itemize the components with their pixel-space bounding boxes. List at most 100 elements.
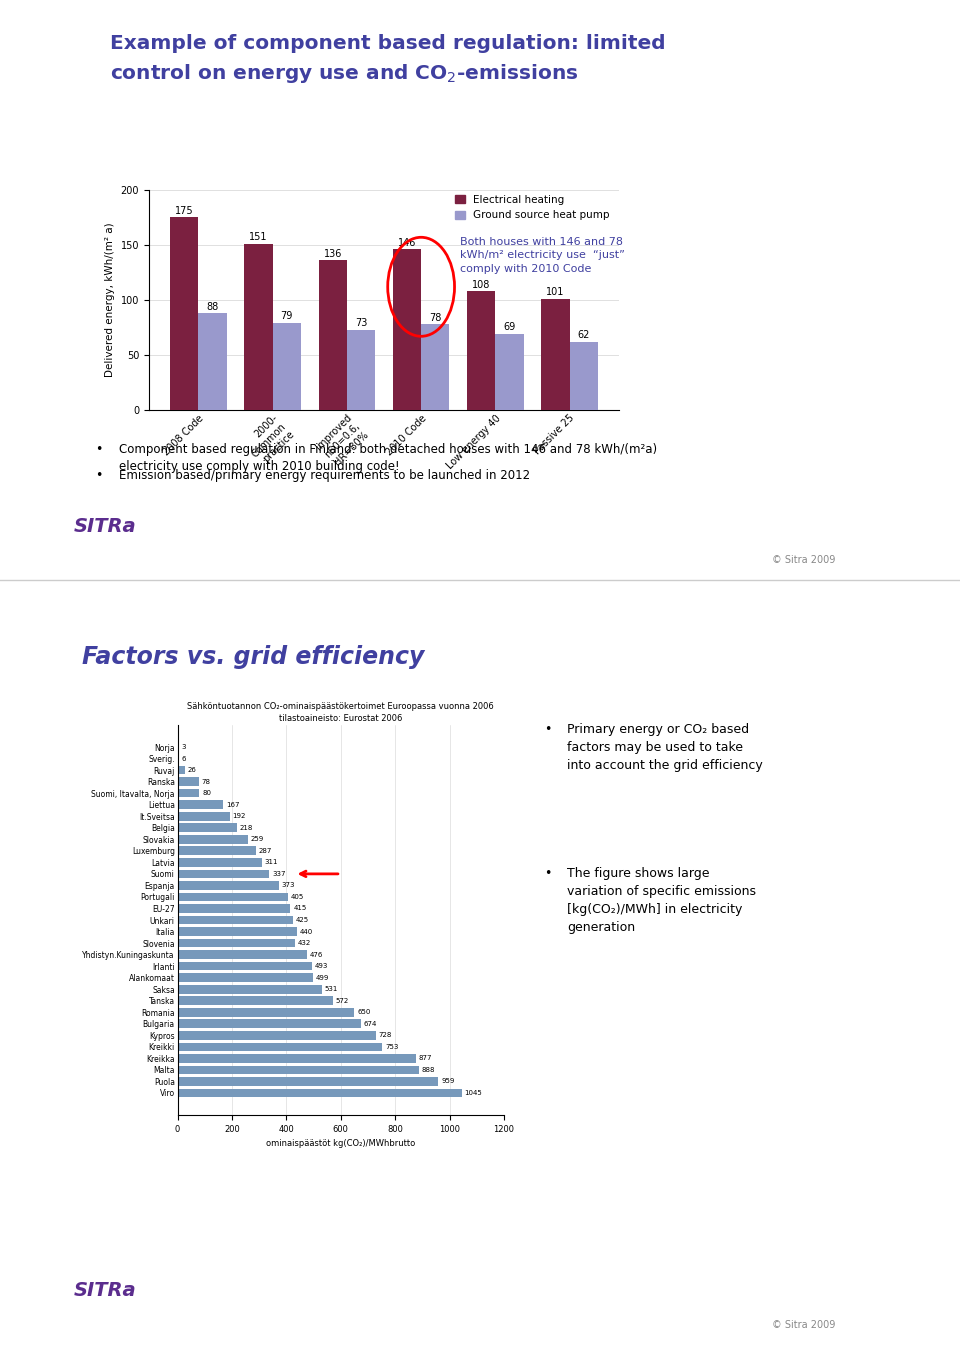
Bar [178,1043,382,1051]
Text: 499: 499 [316,975,329,980]
X-axis label: ominaispäästöt kg(CO₂)/MWhbrutto: ominaispäästöt kg(CO₂)/MWhbrutto [266,1139,416,1148]
Bar [178,893,288,901]
Text: 650: 650 [357,1009,371,1016]
Text: 287: 287 [258,848,272,854]
Text: 753: 753 [385,1044,398,1050]
Text: 79: 79 [280,312,293,321]
Text: 415: 415 [293,905,306,912]
Bar [178,1077,439,1085]
Bar [178,766,184,775]
Bar [178,997,333,1005]
Text: 572: 572 [336,998,349,1003]
Bar [53,1270,218,1310]
Text: 531: 531 [324,986,338,992]
Text: •: • [544,723,552,737]
Y-axis label: Delivered energy, kWh/(m² a): Delivered energy, kWh/(m² a) [105,223,115,377]
Bar [178,1088,462,1098]
Text: 78: 78 [202,779,210,785]
Bar [178,1065,420,1074]
Text: 425: 425 [296,917,309,923]
Bar [178,858,262,867]
Text: 337: 337 [272,871,285,876]
Text: 62: 62 [578,331,589,340]
Text: 888: 888 [421,1066,435,1073]
Text: 151: 151 [250,232,268,242]
Text: 6: 6 [182,756,186,761]
Bar [178,973,313,982]
Bar [541,299,569,410]
Bar [178,812,229,820]
Text: 728: 728 [378,1032,392,1039]
Text: SITRa: SITRa [74,1281,136,1300]
Text: 373: 373 [282,883,296,889]
Text: SITRa: SITRa [74,517,136,536]
Bar [178,950,307,958]
Bar [178,962,312,971]
Bar [421,324,449,410]
Text: 959: 959 [442,1079,454,1084]
Bar [347,329,375,410]
Text: 73: 73 [355,319,367,328]
Text: 218: 218 [240,824,253,831]
Text: 136: 136 [324,249,342,258]
Bar [178,916,293,924]
Text: 259: 259 [251,837,264,842]
Bar [178,1007,354,1017]
Text: Factors vs. grid efficiency: Factors vs. grid efficiency [82,645,424,668]
Text: 311: 311 [265,860,278,865]
Bar [178,927,298,936]
Bar [178,800,223,809]
Bar [319,260,347,410]
Bar [495,334,523,410]
Text: 674: 674 [364,1021,377,1027]
Text: Emission based/primary energy requirements to be launched in 2012: Emission based/primary energy requiremen… [119,469,531,481]
Bar [178,789,200,797]
Bar [468,291,495,410]
Bar [178,904,291,913]
Text: 108: 108 [472,279,491,290]
Text: 167: 167 [226,801,239,808]
Text: © Sitra 2009: © Sitra 2009 [772,555,835,565]
Legend: Electrical heating, Ground source heat pump: Electrical heating, Ground source heat p… [450,191,614,224]
Text: •: • [95,443,102,457]
Text: 877: 877 [419,1055,432,1061]
Bar [178,984,322,994]
Text: 440: 440 [300,928,313,935]
Text: 175: 175 [175,206,194,216]
Bar [178,869,269,878]
Text: 80: 80 [202,790,211,796]
Bar [178,835,248,843]
Bar [178,939,295,947]
Bar [170,217,199,410]
Text: 146: 146 [397,238,417,247]
Text: 405: 405 [291,894,303,899]
Text: •: • [95,469,102,481]
Bar [273,323,300,410]
Text: Component based regulation in Finland: both detached houses with 146 and 78 kWh/: Component based regulation in Finland: b… [119,443,658,473]
Bar [178,1020,361,1028]
Bar [178,823,237,833]
Text: © Sitra 2009: © Sitra 2009 [772,1321,835,1330]
Bar [245,243,273,410]
Text: Primary energy or CO₂ based
factors may be used to take
into account the grid ef: Primary energy or CO₂ based factors may … [567,723,763,772]
Text: 26: 26 [187,767,196,774]
Text: 493: 493 [315,964,327,969]
Bar [53,507,218,545]
Text: Example of component based regulation: limited: Example of component based regulation: l… [110,34,666,53]
Text: 192: 192 [232,813,246,819]
Bar [178,755,180,763]
Bar [178,1054,416,1062]
Text: 88: 88 [206,302,219,312]
Text: 476: 476 [310,951,324,958]
Text: •: • [544,867,552,879]
Text: 1045: 1045 [465,1089,482,1096]
Text: 432: 432 [298,940,311,946]
Text: 3: 3 [181,744,185,750]
Text: Both houses with 146 and 78
kWh/m² electricity use  “just”
comply with 2010 Code: Both houses with 146 and 78 kWh/m² elect… [460,238,625,273]
Bar [178,846,255,856]
Bar [178,882,279,890]
Text: Jarek Kurnitski   2.12.2009: Jarek Kurnitski 2.12.2009 [669,519,834,533]
Text: Jarek Kurnitski   2.12.2009: Jarek Kurnitski 2.12.2009 [669,1284,834,1296]
Text: control on energy use and CO$_2$-emissions: control on energy use and CO$_2$-emissio… [110,62,579,85]
Text: The figure shows large
variation of specific emissions
[kg(CO₂)/MWh] in electric: The figure shows large variation of spec… [567,867,756,934]
